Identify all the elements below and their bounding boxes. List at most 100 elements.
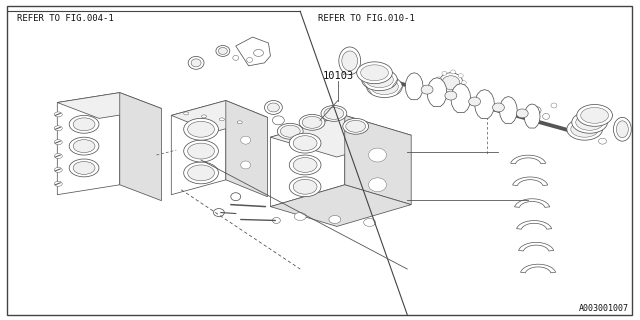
- Ellipse shape: [216, 45, 230, 56]
- Ellipse shape: [367, 76, 403, 98]
- Ellipse shape: [289, 177, 321, 197]
- Polygon shape: [499, 97, 517, 124]
- Ellipse shape: [613, 117, 631, 141]
- Ellipse shape: [392, 84, 401, 91]
- Ellipse shape: [184, 112, 189, 115]
- Ellipse shape: [54, 112, 62, 117]
- Ellipse shape: [458, 88, 463, 92]
- Ellipse shape: [54, 181, 62, 186]
- Ellipse shape: [246, 57, 253, 62]
- Ellipse shape: [294, 212, 306, 220]
- Ellipse shape: [299, 114, 325, 130]
- Ellipse shape: [571, 121, 598, 137]
- Ellipse shape: [188, 165, 214, 181]
- Ellipse shape: [233, 55, 239, 60]
- Ellipse shape: [54, 167, 62, 172]
- Ellipse shape: [54, 154, 62, 158]
- Polygon shape: [518, 243, 554, 251]
- Ellipse shape: [572, 111, 607, 133]
- Text: A003001007: A003001007: [579, 304, 629, 313]
- Polygon shape: [172, 100, 268, 132]
- Polygon shape: [271, 116, 412, 157]
- Ellipse shape: [616, 121, 628, 138]
- Ellipse shape: [362, 69, 397, 91]
- Ellipse shape: [188, 121, 214, 137]
- Ellipse shape: [188, 143, 214, 159]
- Ellipse shape: [543, 113, 550, 119]
- Ellipse shape: [364, 219, 376, 227]
- Polygon shape: [172, 100, 226, 195]
- Polygon shape: [513, 177, 548, 186]
- Ellipse shape: [567, 118, 602, 140]
- Ellipse shape: [73, 140, 95, 153]
- Polygon shape: [271, 185, 412, 227]
- Ellipse shape: [356, 62, 392, 84]
- Polygon shape: [345, 116, 412, 204]
- Ellipse shape: [442, 71, 447, 75]
- Ellipse shape: [445, 91, 457, 100]
- Text: 10103: 10103: [322, 71, 353, 81]
- Ellipse shape: [361, 65, 388, 81]
- Ellipse shape: [293, 136, 317, 151]
- Ellipse shape: [365, 72, 394, 88]
- Polygon shape: [475, 90, 495, 118]
- Ellipse shape: [289, 155, 321, 175]
- Ellipse shape: [302, 116, 322, 128]
- Ellipse shape: [184, 162, 218, 184]
- Ellipse shape: [293, 157, 317, 172]
- Ellipse shape: [442, 76, 460, 90]
- Ellipse shape: [598, 138, 607, 144]
- Ellipse shape: [69, 137, 99, 155]
- Ellipse shape: [289, 133, 321, 153]
- Ellipse shape: [191, 59, 201, 67]
- Polygon shape: [120, 92, 161, 201]
- Ellipse shape: [73, 162, 95, 174]
- Ellipse shape: [73, 118, 95, 131]
- Ellipse shape: [264, 100, 282, 114]
- Ellipse shape: [273, 218, 280, 223]
- Ellipse shape: [184, 118, 218, 140]
- Ellipse shape: [439, 73, 463, 92]
- Ellipse shape: [54, 126, 62, 131]
- Ellipse shape: [268, 103, 279, 112]
- Text: REFER TO FIG.010-1: REFER TO FIG.010-1: [318, 14, 415, 23]
- Ellipse shape: [516, 109, 528, 118]
- Ellipse shape: [184, 140, 218, 162]
- Ellipse shape: [576, 114, 604, 130]
- Ellipse shape: [339, 47, 361, 75]
- Ellipse shape: [273, 116, 284, 125]
- Ellipse shape: [531, 107, 541, 114]
- Ellipse shape: [371, 79, 398, 95]
- Polygon shape: [511, 155, 546, 164]
- Ellipse shape: [421, 85, 433, 94]
- Ellipse shape: [493, 103, 504, 112]
- Ellipse shape: [69, 159, 99, 177]
- Ellipse shape: [369, 148, 387, 162]
- Ellipse shape: [369, 178, 387, 192]
- Ellipse shape: [436, 77, 441, 81]
- Ellipse shape: [220, 118, 225, 121]
- Text: REFER TO FIG.004-1: REFER TO FIG.004-1: [17, 14, 113, 23]
- Polygon shape: [515, 199, 550, 207]
- Polygon shape: [524, 104, 540, 128]
- Polygon shape: [516, 220, 552, 229]
- Polygon shape: [427, 78, 447, 107]
- Ellipse shape: [253, 50, 264, 56]
- Ellipse shape: [468, 97, 481, 106]
- Polygon shape: [226, 100, 268, 197]
- Ellipse shape: [343, 118, 369, 134]
- Ellipse shape: [324, 108, 344, 119]
- Ellipse shape: [451, 92, 456, 95]
- Ellipse shape: [461, 81, 466, 85]
- Polygon shape: [520, 264, 556, 273]
- Ellipse shape: [342, 51, 358, 71]
- Ellipse shape: [293, 179, 317, 194]
- Ellipse shape: [280, 125, 300, 137]
- Ellipse shape: [577, 105, 612, 126]
- Ellipse shape: [580, 108, 609, 123]
- Ellipse shape: [321, 106, 347, 121]
- Ellipse shape: [436, 84, 441, 88]
- Ellipse shape: [346, 120, 365, 132]
- Ellipse shape: [241, 136, 251, 144]
- Ellipse shape: [202, 115, 207, 118]
